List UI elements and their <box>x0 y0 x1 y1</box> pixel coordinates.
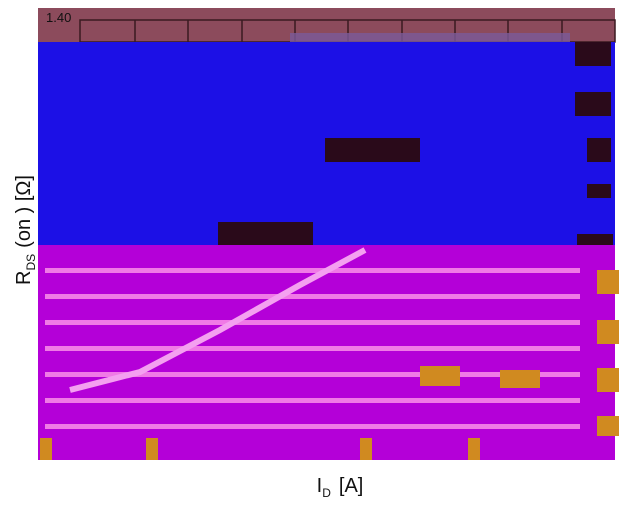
y-rest: (on ) [Ω] <box>13 175 35 248</box>
x-rest: [A] <box>339 475 363 497</box>
y-main: R <box>13 270 35 284</box>
svg-text:RDS(on ) [Ω]: RDS (on ) [Ω] <box>13 175 38 285</box>
y-sub: DS <box>24 254 38 271</box>
x-sub: D <box>322 486 331 500</box>
chart: 1.40 RDS(on ) [Ω] ID[A] <box>0 0 623 508</box>
x-axis-label: ID[A] <box>317 475 364 500</box>
y-axis-label: RDS (on ) [Ω] <box>13 175 38 285</box>
glitch-strip <box>290 33 570 42</box>
top-label: 1.40 <box>46 10 71 25</box>
